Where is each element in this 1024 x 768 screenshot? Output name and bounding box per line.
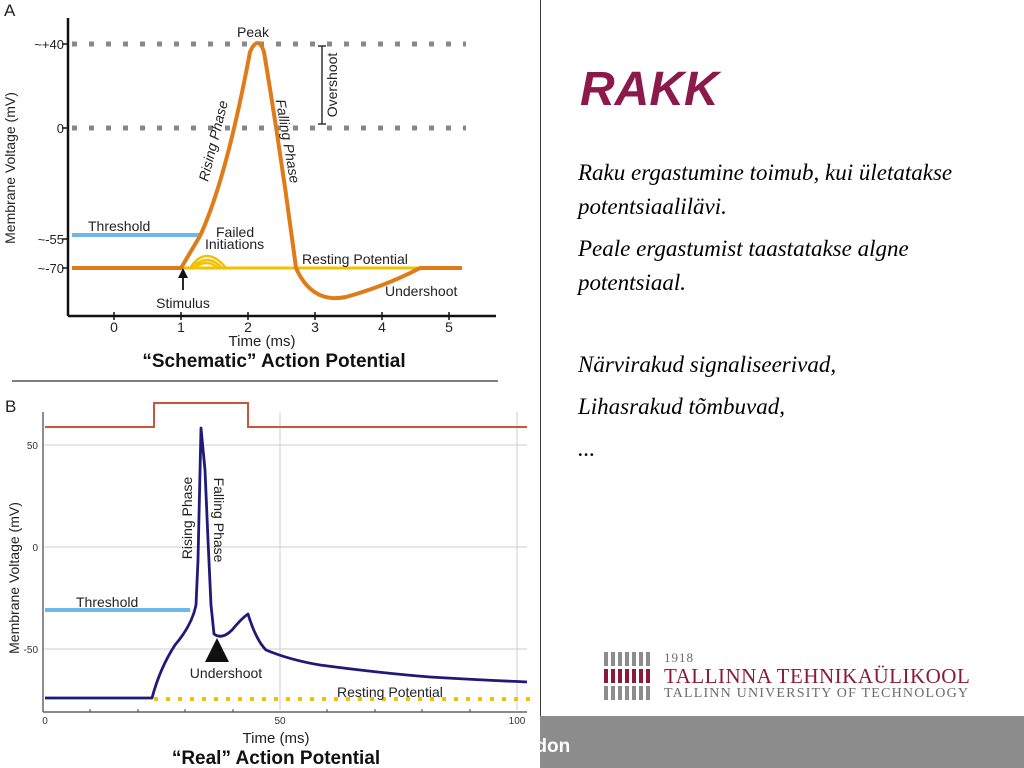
panel-a-schematic: A 0 1 2 3 4 5 ~+40 0 ~-55 ~-70 Membra [2,1,496,372]
panel-a-overshoot-label: Overshoot [324,53,340,118]
panel-b-threshold-label: Threshold [76,594,138,610]
panel-a-x-tick-2: 2 [244,319,252,335]
panel-b-undershoot-arrowhead [205,638,229,662]
panel-a-peak-label: Peak [237,24,270,40]
vertical-divider [540,0,541,768]
panel-a-action-potential-curve [72,41,462,301]
panel-b-grid [44,412,527,710]
panel-b-x-tick-50: 50 [274,716,286,727]
panel-b-x-label: Time (ms) [243,730,310,747]
panel-b-x-tick-100: 100 [509,716,526,727]
panel-b-title: “Real” Action Potential [172,748,380,768]
panel-b-falling-label: Falling Phase [211,478,227,563]
panel-b-x-tick-0: 0 [42,716,48,727]
panel-a-y-tick-70: ~-70 [38,261,64,276]
panel-b-action-potential-trace [45,426,528,700]
panel-a-threshold-label: Threshold [88,218,150,234]
panel-a-x-tick-0: 0 [110,319,118,335]
panel-a-failed-label-1: Failed [216,224,254,240]
slide-title: RAKK [580,63,719,116]
panel-a-x-tick-marks [113,312,450,320]
logo-name: TALLINNA TEHNIKAÜLIKOOL [664,664,971,688]
panel-a-x-label: Time (ms) [229,333,296,350]
panel-b-y-tick-0: 0 [32,543,38,554]
panel-a-y-tick-marks [62,43,68,269]
footer-text: rdon [528,736,571,757]
body-paragraph-4: Lihasrakud tõmbuvad, [578,394,785,419]
panel-a-failed-initiations [188,254,227,270]
panel-a-stimulus-label: Stimulus [156,295,210,311]
panel-a-x-tick-4: 4 [378,319,386,335]
panel-a-y-tick-40: ~+40 [34,37,64,52]
body-paragraph-3: Närvirakud signaliseerivad, [578,352,837,377]
action-potential-figure: A 0 1 2 3 4 5 ~+40 0 ~-55 ~-70 Membra [2,1,535,768]
panel-a-y-label: Membrane Voltage (mV) [2,92,18,244]
panel-a-rising-label: Rising Phase [195,99,231,183]
body-paragraph-1: Raku ergastumine toimub, kui ületatakse … [578,160,953,219]
panel-a-title: “Schematic” Action Potential [142,351,405,372]
panel-b-y-tick-minus-50: -50 [24,645,39,656]
body-paragraph-2: Peale ergastumist taastatakse algne pote… [578,236,909,295]
panel-a-y-tick-0: 0 [57,121,64,136]
panel-b-x-minor-ticks [89,709,471,712]
panel-a-label: A [4,1,16,20]
panel-a-x-tick-1: 1 [177,319,185,335]
panel-a-failed-label-2: Initiations [205,236,264,252]
panel-a-stimulus-arrowhead [178,268,188,278]
panel-a-undershoot-label: Undershoot [385,283,457,299]
panel-a-y-tick-55: ~-55 [38,232,64,247]
panel-a-x-tick-3: 3 [311,319,319,335]
panel-a-resting-label: Resting Potential [302,251,408,267]
panel-b-resting-label: Resting Potential [337,684,443,700]
logo-year: 1918 [664,650,694,665]
logo-bars-icon [604,652,650,700]
university-logo: 1918 TALLINNA TEHNIKAÜLIKOOL TALLINN UNI… [604,650,984,706]
panel-b-label: B [5,397,16,416]
logo-subtitle: TALLINN UNIVERSITY OF TECHNOLOGY [664,686,970,701]
panel-a-x-tick-5: 5 [445,319,453,335]
panel-b-stimulus-trace [45,402,527,428]
footer-bar [540,716,1024,768]
panel-b-y-label: Membrane Voltage (mV) [6,502,22,654]
body-paragraph-5: ... [578,436,596,461]
panel-b-y-tick-50: 50 [27,441,39,452]
panel-b-real: B 50 0 -50 0 50 100 Membrane Voltage (mV… [5,397,535,768]
panel-b-rising-label: Rising Phase [179,477,195,560]
panel-b-undershoot-label: Undershoot [190,665,262,681]
